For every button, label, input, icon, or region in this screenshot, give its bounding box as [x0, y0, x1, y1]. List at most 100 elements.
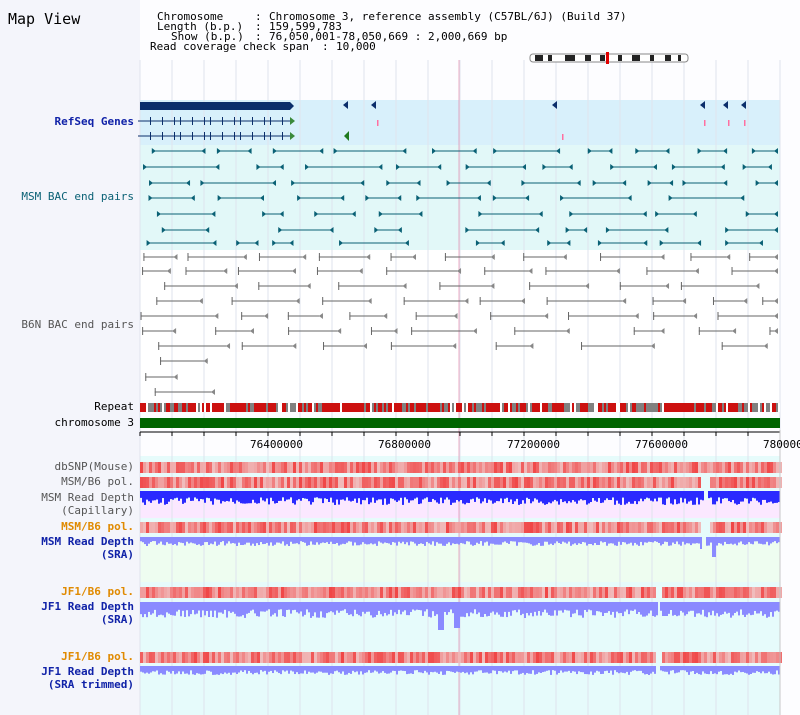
- repeat-segment: [450, 403, 452, 412]
- jf1-trim-depth-bar: [310, 666, 312, 673]
- jf1-b6-pol-cell: [467, 587, 470, 598]
- jf1-sra-depth-bar: [358, 602, 360, 616]
- msm-b6-pol-label[interactable]: MSM/B6 pol.: [61, 475, 134, 488]
- jf1-read-depth-sra-label[interactable]: JF1 Read Depth: [41, 600, 134, 613]
- jf1-trim-depth-bar: [288, 666, 290, 674]
- jf1-b6-pol-2-cell: [674, 652, 677, 663]
- jf1-b6-pol-cell: [347, 587, 350, 598]
- b6n-bac-end: [211, 389, 215, 395]
- msm-sra-depth-bar: [552, 537, 554, 546]
- msm-capillary-depth-bar: [492, 491, 494, 504]
- msm-sra-depth-bar: [580, 537, 582, 544]
- jf1-b6-pol-cell: [680, 587, 683, 598]
- repeat-segment: [756, 403, 758, 412]
- coverage-key: Read coverage check span: [150, 40, 309, 53]
- jf1-sra-depth-bar: [498, 602, 500, 615]
- jf1-sra-depth-bar: [470, 602, 472, 613]
- repeat-label[interactable]: Repeat: [94, 400, 134, 413]
- dbsnp-cell: [563, 462, 566, 473]
- repeat-segment: [764, 403, 766, 412]
- msm-b6-pol-cell: [746, 477, 749, 488]
- refseq-genes-label[interactable]: RefSeq Genes: [54, 115, 134, 128]
- b6n-bac-end: [490, 283, 495, 289]
- msm-b6-pol-cell: [563, 477, 566, 488]
- jf1-b6-pol-2-cell: [389, 652, 392, 663]
- msm-b6-pol-2-cell: [209, 522, 212, 533]
- repeat-segment: [620, 403, 622, 412]
- msm-sra-depth-bar: [662, 537, 664, 545]
- msm-sra-depth-bar: [500, 537, 502, 545]
- msm-b6-pol-cell: [338, 477, 341, 488]
- dbsnp-label[interactable]: dbSNP(Mouse): [54, 460, 134, 473]
- msm-b6-pol-2-label[interactable]: MSM/B6 pol.: [61, 520, 134, 533]
- msm-sra-depth-bar: [350, 537, 352, 542]
- jf1-sra-depth-bar: [772, 602, 774, 617]
- jf1-trim-depth-bar: [768, 666, 770, 672]
- refseq-exon: [222, 117, 223, 125]
- msm-b6-pol-cell: [161, 477, 164, 488]
- msm-bac-end: [314, 211, 319, 217]
- msm-bac-label[interactable]: MSM BAC end pairs: [21, 190, 134, 203]
- jf1-b6-pol-cell: [641, 587, 644, 598]
- jf1-b6-pol-cell: [773, 587, 776, 598]
- msm-capillary-depth-bar: [286, 491, 288, 500]
- jf1-trim-depth-bar: [718, 666, 720, 672]
- dbsnp-cell: [149, 462, 152, 473]
- msm-bac-end: [365, 195, 370, 201]
- msm-bac-end: [642, 211, 647, 217]
- jf1-b6-pol-2-label[interactable]: JF1/B6 pol.: [61, 650, 134, 663]
- msm-capillary-depth-bar: [734, 491, 736, 504]
- msm-read-depth-capillary-label[interactable]: MSM Read Depth: [41, 491, 134, 504]
- b6n-bac-end: [198, 298, 203, 304]
- jf1-b6-pol-2-cell: [764, 652, 767, 663]
- msm-b6-pol-2-cell: [458, 522, 461, 533]
- jf1-read-depth-trim-label[interactable]: JF1 Read Depth: [41, 665, 134, 678]
- refseq-exon: [264, 117, 265, 125]
- msm-capillary-depth-bar: [684, 491, 686, 499]
- dbsnp-cell: [629, 462, 632, 473]
- axis-tick-label: 77200000: [507, 438, 560, 451]
- b6n-bac-label[interactable]: B6N BAC end pairs: [21, 318, 134, 331]
- jf1-sra-depth-bar: [666, 602, 668, 616]
- jf1-b6-pol-label[interactable]: JF1/B6 pol.: [61, 585, 134, 598]
- repeat-segment: [284, 403, 286, 412]
- jf1-trim-depth-bar: [426, 666, 428, 673]
- msm-sra-depth-bar: [172, 537, 174, 545]
- b6n-bac-end: [258, 253, 260, 261]
- jf1-b6-pol-2-cell: [383, 652, 386, 663]
- dbsnp-cell: [467, 462, 470, 473]
- msm-b6-pol-2-cell: [164, 522, 167, 533]
- jf1-trim-depth-bar: [758, 666, 760, 672]
- jf1-b6-pol-2-cell: [536, 652, 539, 663]
- jf1-trim-depth-bar: [460, 666, 462, 673]
- msm-sra-depth-bar: [720, 537, 722, 544]
- msm-b6-pol-cell: [239, 477, 242, 488]
- jf1-sra-depth-bar: [266, 602, 268, 611]
- msm-b6-pol-2-cell: [665, 522, 668, 533]
- msm-bac-end: [725, 240, 730, 246]
- b6n-bac-end: [173, 374, 178, 380]
- msm-capillary-depth-bar: [298, 491, 300, 500]
- jf1-sra-depth-bar: [724, 602, 726, 612]
- chromosome-track-label[interactable]: chromosome 3: [54, 416, 134, 429]
- msm-capillary-depth-bar: [590, 491, 592, 503]
- repeat-segment: [240, 403, 242, 412]
- dbsnp-cell: [500, 462, 503, 473]
- b6n-bac-end: [490, 312, 492, 320]
- msm-b6-pol-cell: [584, 477, 587, 488]
- dbsnp-cell: [416, 462, 419, 473]
- jf1-sra-depth-bar: [488, 602, 490, 616]
- msm-b6-pol-cell: [416, 477, 419, 488]
- repeat-segment: [448, 403, 450, 412]
- msm-sra-depth-bar: [550, 537, 552, 544]
- jf1-sra-depth-bar: [418, 602, 420, 610]
- repeat-segment: [598, 403, 600, 412]
- jf1-sra-depth-bar: [608, 602, 610, 612]
- jf1-b6-pol-cell: [203, 587, 206, 598]
- repeat-segment: [434, 403, 436, 412]
- msm-b6-pol-cell: [260, 477, 263, 488]
- jf1-trim-depth-bar: [480, 666, 482, 671]
- msm-read-depth-sra-label[interactable]: MSM Read Depth: [41, 535, 134, 548]
- dbsnp-cell: [365, 462, 368, 473]
